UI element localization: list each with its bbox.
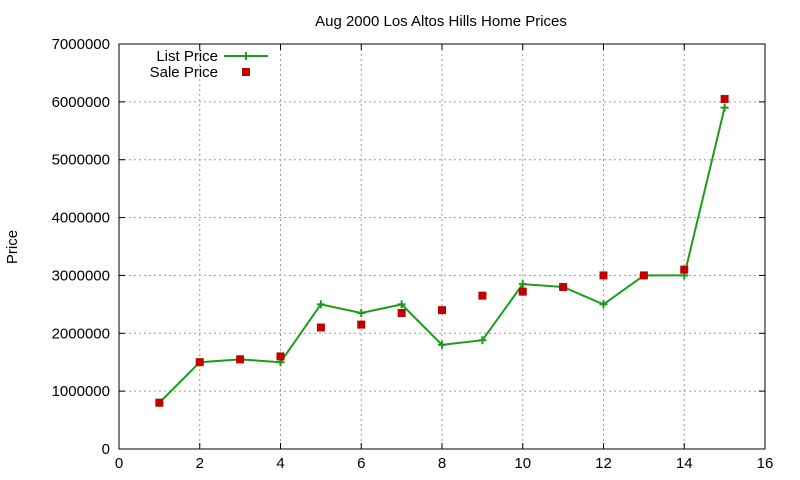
x-tick-label: 6 — [357, 455, 365, 472]
x-tick-label: 16 — [757, 455, 774, 472]
list-price-point — [478, 336, 487, 345]
sale-price-point — [720, 94, 729, 103]
y-tick-label: 6000000 — [52, 94, 110, 111]
y-tick-label: 2000000 — [52, 325, 110, 342]
list-price-point — [720, 103, 729, 112]
x-tick-label: 12 — [595, 455, 612, 472]
x-tick-label: 10 — [514, 455, 531, 472]
x-tick-label: 4 — [276, 455, 284, 472]
y-axis-label: Price — [4, 230, 21, 264]
sale-price-point — [478, 291, 487, 300]
list-price-point — [316, 300, 325, 309]
sale-price-point — [236, 355, 245, 364]
y-tick-label: 3000000 — [52, 267, 110, 284]
legend-label-list-price: List Price — [156, 48, 218, 65]
sale-price-point — [357, 320, 366, 329]
legend-marker-list-price — [242, 52, 250, 60]
y-tick-label: 7000000 — [52, 36, 110, 53]
sale-price-point — [195, 358, 204, 367]
series — [155, 94, 729, 407]
axis-ticks: 0 2 4 6 8 10 12 14 16 0 1000000 2000000 3000000 40000… — [52, 36, 774, 472]
y-tick-label: 4000000 — [52, 210, 110, 227]
x-tick-label: 8 — [438, 455, 446, 472]
y-tick-label: 0 — [102, 441, 110, 458]
list-price-point — [397, 300, 406, 309]
sale-price-point — [397, 309, 406, 318]
grid — [119, 44, 765, 449]
y-tick-label: 1000000 — [52, 383, 110, 400]
legend-label-sale-price: Sale Price — [150, 64, 218, 81]
y-tick-label: 5000000 — [52, 152, 110, 169]
list-price-point — [438, 340, 446, 349]
sale-price-point — [680, 265, 689, 274]
sale-price-point — [559, 283, 568, 291]
sale-price-point — [599, 271, 608, 280]
sale-price-point — [276, 352, 285, 361]
sale-price-point — [438, 306, 446, 315]
sale-price-point — [518, 287, 527, 296]
x-tick-label: 14 — [676, 455, 693, 472]
sale-price-point — [316, 323, 325, 332]
x-tick-label: 2 — [196, 455, 204, 472]
legend-swatch-sale-price — [242, 68, 250, 76]
chart-title: Aug 2000 Los Altos Hills Home Prices — [315, 13, 567, 30]
x-tick-label: 0 — [115, 455, 123, 472]
list-price-point — [599, 300, 608, 309]
sale-price-point — [639, 271, 648, 280]
list-price-point — [518, 280, 527, 289]
sale-price-point — [155, 398, 164, 407]
list-price-point — [357, 309, 366, 318]
